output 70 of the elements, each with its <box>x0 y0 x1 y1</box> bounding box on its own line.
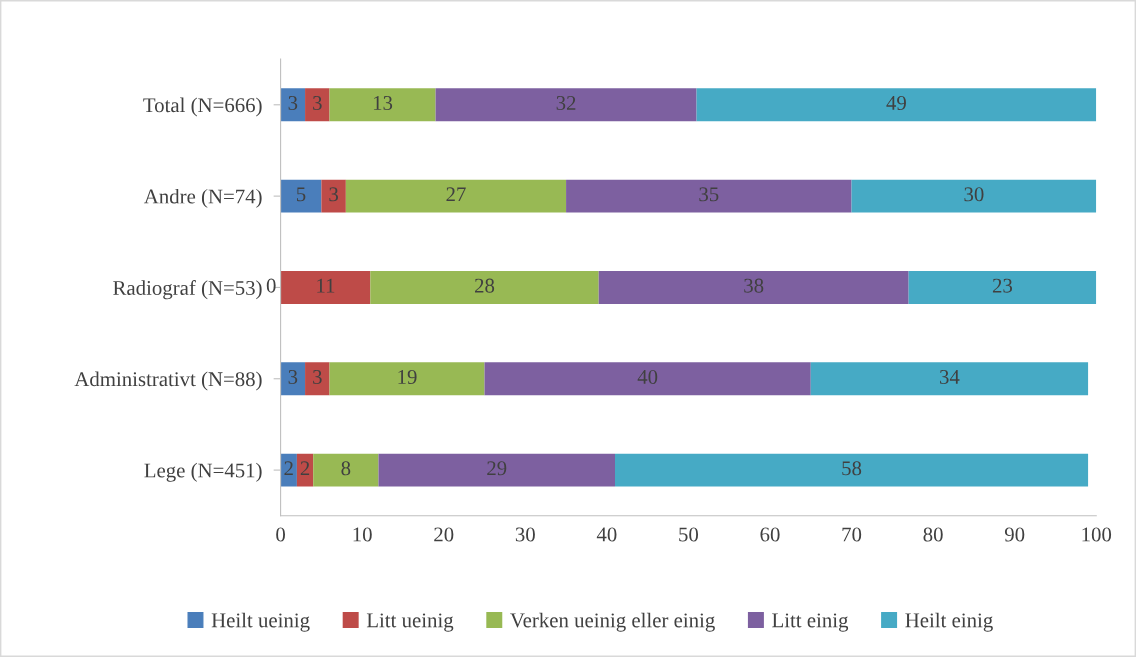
data-label: 2 <box>300 461 310 476</box>
bar <box>484 362 811 396</box>
data-label: 3 <box>288 369 298 384</box>
bar <box>280 88 306 122</box>
data-label: 49 <box>886 96 906 111</box>
annotation: 0 <box>266 278 276 293</box>
x-tick-label: 10 <box>353 527 372 542</box>
data-label: 23 <box>992 278 1013 293</box>
bar <box>810 362 1089 396</box>
bar <box>305 88 330 122</box>
data-label: 32 <box>556 96 576 111</box>
bar <box>280 179 322 213</box>
bar <box>313 453 379 487</box>
y-tick-label: Total (N=666) <box>143 97 262 117</box>
y-tick-label: Andre (N=74) <box>143 188 262 208</box>
x-tick-label: 90 <box>1004 527 1025 542</box>
bar <box>280 453 297 487</box>
legend-label: Heilt einig <box>905 612 993 632</box>
data-label: 34 <box>940 369 960 384</box>
x-tick-label: 100 <box>1082 527 1112 542</box>
bar <box>435 88 697 122</box>
bar <box>329 362 485 396</box>
data-label: 3 <box>329 187 338 202</box>
x-tick-label: 20 <box>434 527 454 542</box>
bar <box>296 453 314 487</box>
bar <box>598 271 909 304</box>
data-label: 3 <box>313 96 322 111</box>
data-label: 3 <box>313 369 322 384</box>
bar <box>566 179 852 213</box>
y-tick-label: Lege (N=451) <box>144 462 262 482</box>
data-label: 8 <box>341 461 351 476</box>
data-label: 30 <box>964 187 984 202</box>
bar <box>696 88 1097 122</box>
bar <box>851 179 1097 213</box>
data-label: 27 <box>446 187 466 202</box>
data-label: 29 <box>487 461 507 476</box>
x-tick-label: 50 <box>679 527 699 542</box>
data-label: 2 <box>284 461 293 476</box>
x-tick-label: 80 <box>923 527 943 542</box>
bar <box>345 179 567 213</box>
y-tick-label: Radiograf (N=53) <box>113 280 262 300</box>
data-label: 58 <box>842 461 862 476</box>
bar <box>378 453 616 487</box>
x-tick-label: 40 <box>596 527 617 542</box>
bar <box>329 88 436 122</box>
data-label: 13 <box>373 96 393 111</box>
legend-label: Heilt ueinig <box>211 612 310 632</box>
legend-label: Verken ueinig eller einig <box>510 612 715 632</box>
bar <box>321 179 346 213</box>
bar <box>908 271 1097 304</box>
data-label: 5 <box>296 187 306 202</box>
data-label: 28 <box>475 278 495 293</box>
data-label: 11 <box>317 278 335 293</box>
data-label: 35 <box>699 187 719 202</box>
bar <box>280 271 371 304</box>
legend-label: Litt ueinig <box>366 613 454 632</box>
y-tick-label: Administrativt (N=88) <box>74 371 262 391</box>
x-tick-label: 70 <box>842 527 862 542</box>
x-tick-label: 30 <box>515 527 535 542</box>
legend-label: Litt einig <box>772 613 849 632</box>
bar <box>305 362 330 396</box>
x-tick-label: 0 <box>276 527 286 542</box>
bar <box>615 453 1089 487</box>
data-label: 3 <box>288 96 298 111</box>
data-label: 19 <box>398 369 417 384</box>
data-label: 38 <box>744 278 764 293</box>
x-tick-label: 60 <box>760 527 780 542</box>
bar <box>280 362 306 396</box>
data-label: 40 <box>637 369 658 384</box>
bar <box>370 271 599 304</box>
